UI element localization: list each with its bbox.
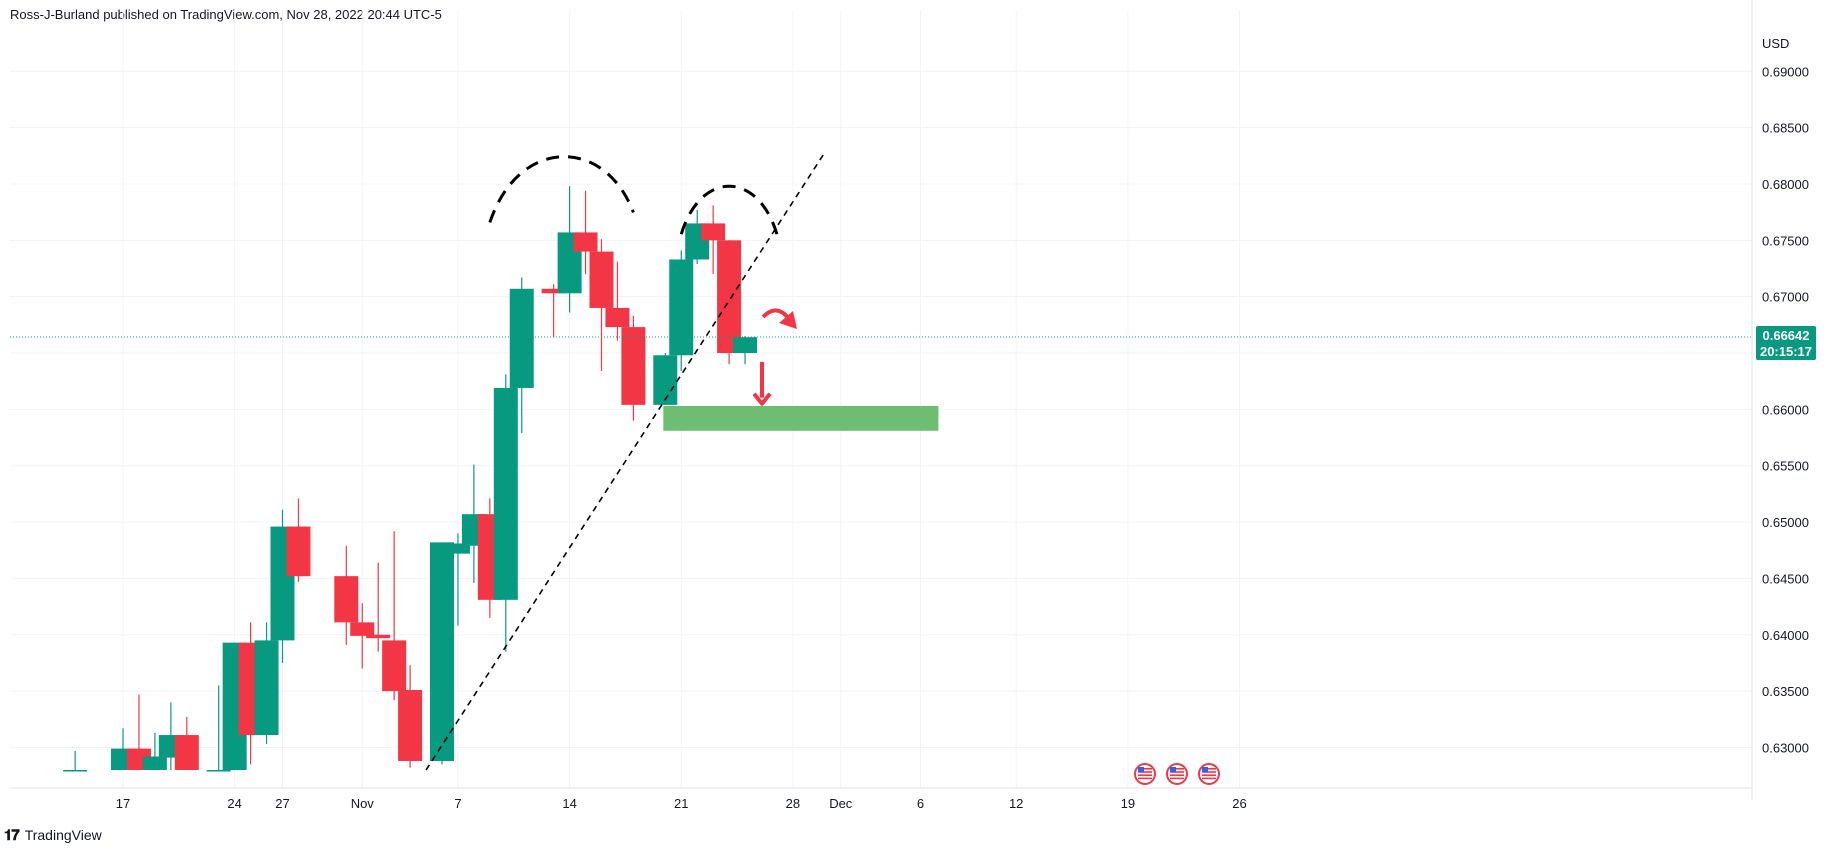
y-tick-label: 0.67500 — [1762, 233, 1809, 248]
us-flag-icon — [1134, 763, 1156, 785]
x-tick-label: 7 — [454, 796, 461, 811]
candle-body — [398, 689, 423, 761]
x-tick-label: 27 — [275, 796, 289, 811]
currency-label: USD — [1762, 36, 1789, 51]
candle-body — [63, 770, 88, 772]
trendline — [425, 151, 826, 771]
head-arc — [679, 184, 779, 235]
candle-body — [445, 543, 470, 554]
flag-stripe — [1202, 771, 1216, 773]
candle-body — [653, 355, 678, 405]
candle-body — [509, 288, 534, 388]
flag-stripe — [1170, 768, 1184, 770]
candle-body — [717, 240, 742, 354]
flag-stripe — [1138, 768, 1152, 770]
y-tick-label: 0.67000 — [1762, 290, 1809, 305]
y-tick-label: 0.63500 — [1762, 684, 1809, 699]
candle-body — [206, 770, 231, 772]
flag-canton — [1202, 767, 1208, 772]
flag-stripe — [1202, 774, 1216, 776]
candle-body — [174, 735, 199, 770]
x-tick-label: 26 — [1232, 796, 1246, 811]
y-tick-label: 0.65000 — [1762, 515, 1809, 530]
y-tick-label: 0.68000 — [1762, 177, 1809, 192]
candle-body — [621, 327, 646, 405]
x-tick-label: 21 — [674, 796, 688, 811]
flag-stripe — [1170, 774, 1184, 776]
flag-stripe — [1138, 771, 1152, 773]
y-tick-label: 0.65500 — [1762, 459, 1809, 474]
candle-body — [669, 259, 694, 356]
x-tick-label: 19 — [1121, 796, 1135, 811]
flag-stripe — [1138, 777, 1152, 780]
y-tick-label: 0.66000 — [1762, 402, 1809, 417]
current-price-value: 0.66642 — [1763, 328, 1810, 343]
y-tick-label: 0.64500 — [1762, 571, 1809, 586]
countdown-value: 20:15:17 — [1760, 344, 1812, 359]
y-tick-label: 0.64000 — [1762, 628, 1809, 643]
x-tick-label: 12 — [1009, 796, 1023, 811]
x-tick-label: 17 — [116, 796, 130, 811]
support-zone-layer — [663, 405, 939, 431]
x-tick-label: 14 — [562, 796, 576, 811]
tradingview-logo-icon: 𝟏𝟕 — [4, 826, 20, 844]
candle-body — [350, 622, 375, 636]
y-tick-label: 0.63000 — [1762, 740, 1809, 755]
chart-attribution: Ross-J-Burland published on TradingView.… — [10, 7, 442, 22]
flag-canton — [1170, 767, 1176, 772]
candle-body — [493, 387, 518, 600]
candle-body — [366, 634, 391, 639]
x-tick-label: 6 — [917, 796, 924, 811]
us-flag-icon — [1166, 763, 1188, 785]
candle-body — [430, 542, 454, 761]
head-arc — [488, 155, 635, 223]
price-axis: 0.63000 0.63500 0.64000 0.64500 0.65000 0.655… — [1756, 36, 1816, 755]
candle-body — [573, 232, 598, 252]
current-price-label — [1756, 326, 1816, 361]
x-tick-label: 24 — [227, 796, 241, 811]
y-tick-label: 0.69000 — [1762, 64, 1809, 79]
candle-body — [254, 640, 279, 736]
candle-body — [701, 223, 726, 241]
flag-stripe — [1202, 777, 1216, 780]
candle-body — [334, 576, 359, 623]
footer-brand: TradingView — [24, 827, 102, 843]
time-axis: 17 24 27 Nov 7 14 21 28 Dec 6 12 19 26 — [116, 796, 1247, 811]
down-arrow-head — [752, 392, 772, 406]
candle-body — [142, 756, 167, 770]
us-flag-icon — [1198, 763, 1220, 785]
support-zone — [663, 405, 939, 431]
candle-body — [733, 337, 758, 354]
candle-body — [382, 640, 407, 692]
flag-stripe — [1202, 768, 1216, 770]
curved-arrow-shaft — [761, 308, 791, 321]
footer: 𝟏𝟕 TradingView — [4, 826, 102, 844]
annotations-layer — [10, 151, 1752, 771]
candle-body — [286, 526, 311, 577]
flag-stripe — [1170, 777, 1184, 780]
candles-layer — [63, 186, 758, 772]
flag-canton — [1138, 767, 1144, 772]
curved-arrow-head — [779, 310, 797, 329]
flag-stripe — [1170, 771, 1184, 773]
x-tick-label: Dec — [829, 796, 853, 811]
event-icons-layer — [1134, 763, 1220, 785]
x-tick-label: Nov — [351, 796, 375, 811]
y-tick-label: 0.68500 — [1762, 121, 1809, 136]
candle-body — [541, 288, 566, 294]
x-tick-label: 28 — [786, 796, 800, 811]
candle-body — [605, 307, 630, 328]
flag-stripe — [1138, 774, 1152, 776]
candle-body — [589, 251, 614, 308]
